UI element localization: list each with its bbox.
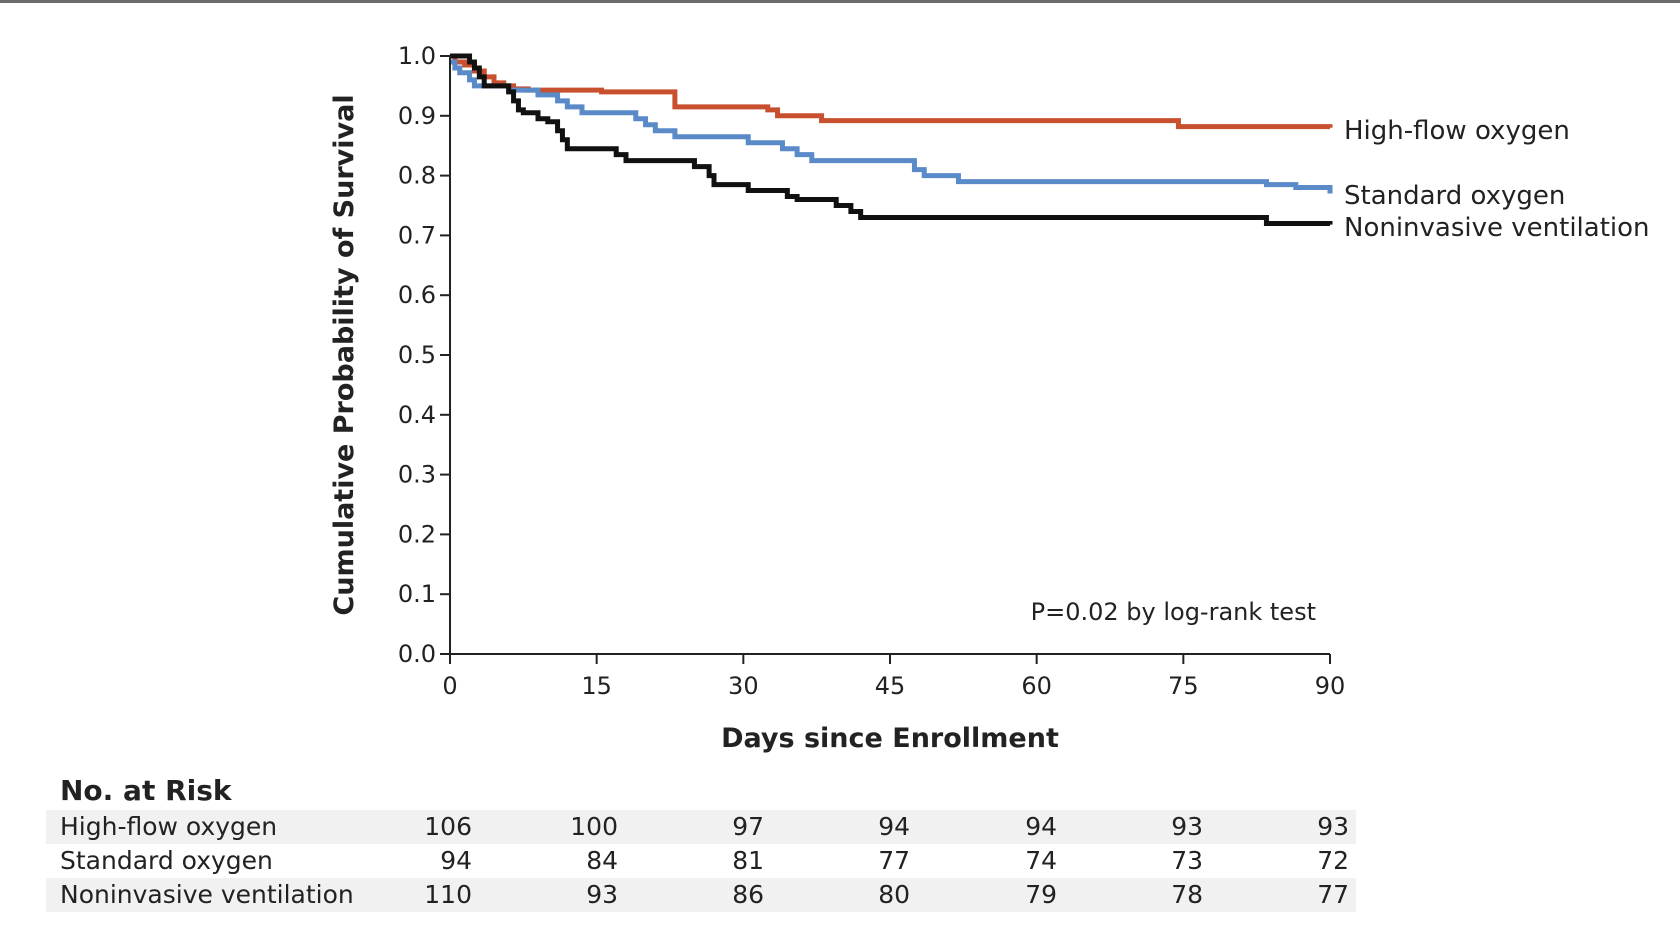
y-axis-ticks: 0.0 0.1 0.2 0.3 0.4 0.5 0.6 0.7 0.8 0.9 1.0 xyxy=(398,42,450,668)
curve-standard-oxygen xyxy=(450,59,1333,194)
risk-cell: 72 xyxy=(1317,846,1349,875)
risk-cell: 74 xyxy=(1025,846,1057,875)
risk-table-title: No. at Risk xyxy=(60,774,232,807)
y-tick-label: 0.3 xyxy=(398,461,436,489)
p-value-annotation: P=0.02 by log-rank test xyxy=(1031,598,1316,626)
risk-cell: 94 xyxy=(440,846,472,875)
y-tick-label: 0.2 xyxy=(398,520,436,548)
x-tick-label: 60 xyxy=(1021,672,1052,700)
survival-curves xyxy=(450,53,1333,226)
risk-cell: 110 xyxy=(424,880,472,909)
risk-cell: 93 xyxy=(1171,812,1203,841)
risk-cell: 81 xyxy=(732,846,764,875)
risk-cell: 73 xyxy=(1171,846,1203,875)
legend-standard-oxygen: Standard oxygen xyxy=(1344,181,1565,211)
y-tick-label: 0.8 xyxy=(398,162,436,190)
risk-row-label: High-flow oxygen xyxy=(60,812,278,841)
risk-cell: 77 xyxy=(878,846,910,875)
x-tick-label: 75 xyxy=(1168,672,1199,700)
risk-row: Noninvasive ventilation 110 93 86 80 79 78 77 xyxy=(46,878,1356,912)
risk-cell: 93 xyxy=(1317,812,1349,841)
risk-table: No. at Risk High-flow oxygen 106 100 97 94 94… xyxy=(46,772,1356,912)
x-tick-label: 30 xyxy=(728,672,759,700)
risk-cell: 97 xyxy=(732,812,764,841)
y-tick-label: 1.0 xyxy=(398,42,436,70)
curve-noninvasive-ventilation xyxy=(450,53,1333,226)
legend-high-flow-oxygen: High-flow oxygen xyxy=(1344,116,1570,146)
y-tick-label: 0.7 xyxy=(398,221,436,249)
risk-row: High-flow oxygen 106 100 97 94 94 93 93 xyxy=(46,810,1356,844)
risk-row-label: Standard oxygen xyxy=(60,846,273,875)
x-axis-title: Days since Enrollment xyxy=(721,723,1059,754)
legend: High-flow oxygen Standard oxygenNoninvasi… xyxy=(1344,116,1650,243)
y-tick-label: 0.5 xyxy=(398,341,436,369)
risk-cell: 77 xyxy=(1317,880,1349,909)
x-tick-label: 90 xyxy=(1315,672,1346,700)
risk-table-rows: High-flow oxygen 106 100 97 94 94 93 93 Standard… xyxy=(46,810,1356,912)
risk-cell: 100 xyxy=(570,812,618,841)
risk-cell: 79 xyxy=(1025,880,1057,909)
x-tick-label: 15 xyxy=(581,672,612,700)
x-axis-ticks: 0 15 30 45 60 75 90 xyxy=(442,654,1345,700)
y-tick-label: 0.1 xyxy=(398,580,436,608)
x-tick-label: 0 xyxy=(442,672,457,700)
survival-chart: 0.0 0.1 0.2 0.3 0.4 0.5 0.6 0.7 0.8 0.9 1.0 0 15 30 4… xyxy=(329,42,1650,754)
y-tick-label: 0.0 xyxy=(398,640,436,668)
risk-cell: 86 xyxy=(732,880,764,909)
risk-cell: 94 xyxy=(878,812,910,841)
risk-cell: 80 xyxy=(878,880,910,909)
risk-cell: 84 xyxy=(586,846,618,875)
curve-high-flow-oxygen xyxy=(450,53,1333,130)
risk-row: Standard oxygen 94 84 81 77 74 73 72 xyxy=(46,844,1356,878)
y-axis-title: Cumulative Probability of Survival xyxy=(329,94,360,615)
y-tick-label: 0.9 xyxy=(398,102,436,130)
risk-cell: 106 xyxy=(424,812,472,841)
risk-cell: 78 xyxy=(1171,880,1203,909)
legend-noninvasive-ventilation: Noninvasive ventilation xyxy=(1344,213,1650,243)
x-tick-label: 45 xyxy=(875,672,906,700)
risk-row-label: Noninvasive ventilation xyxy=(60,880,354,909)
risk-cell: 94 xyxy=(1025,812,1057,841)
top-border xyxy=(0,0,1680,3)
risk-cell: 93 xyxy=(586,880,618,909)
y-tick-label: 0.4 xyxy=(398,401,436,429)
y-tick-label: 0.6 xyxy=(398,281,436,309)
